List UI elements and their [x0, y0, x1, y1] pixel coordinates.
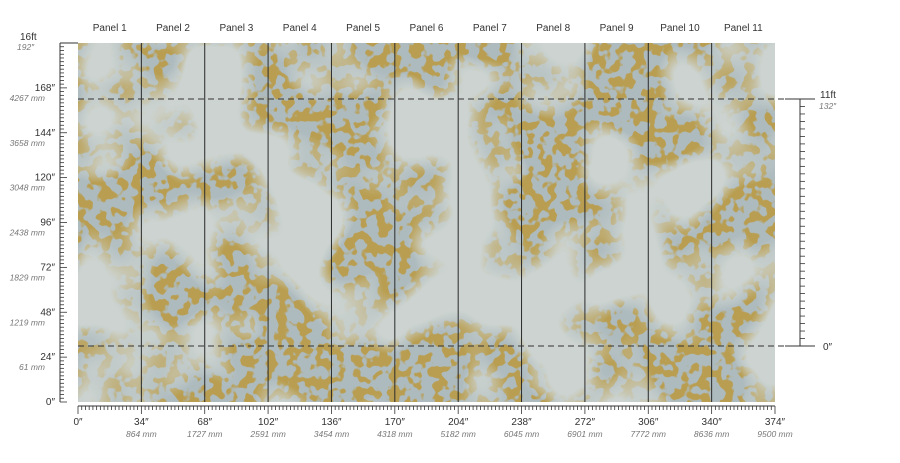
- bottom-tick-sub: 7772 mm: [631, 429, 666, 439]
- bottom-tick-label: 136″: [321, 417, 342, 428]
- left-tick-label: 24″: [40, 352, 55, 363]
- bottom-tick-label: 0″: [73, 417, 83, 428]
- panel-label: Panel 5: [346, 23, 380, 34]
- panel-label: Panel 3: [219, 23, 253, 34]
- left-tick-label: 48″: [40, 307, 55, 318]
- left-tick-sub: 4267 mm: [10, 93, 45, 103]
- left-tick-sub: 61 mm: [19, 362, 45, 372]
- bottom-tick-label: 204″: [448, 417, 469, 428]
- panel-label: Panel 6: [410, 23, 444, 34]
- right-top-sub: 132″: [819, 101, 837, 111]
- left-tick-label: 72″: [40, 262, 55, 273]
- panel-label: Panel 7: [473, 23, 507, 34]
- bottom-tick-label: 238″: [511, 417, 532, 428]
- left-tick-sub: 3048 mm: [10, 183, 45, 193]
- wallpaper-pattern: [78, 43, 775, 402]
- bottom-tick-label: 272″: [575, 417, 596, 428]
- left-tick-label: 0″: [46, 397, 56, 408]
- bottom-tick-sub: 5182 mm: [440, 429, 475, 439]
- panel-label: Panel 8: [536, 23, 570, 34]
- bottom-tick-sub: 9500 mm: [757, 429, 792, 439]
- left-top-sub: 192″: [17, 42, 35, 52]
- panel-label: Panel 11: [724, 23, 763, 34]
- bottom-tick-sub: 1727 mm: [187, 429, 222, 439]
- left-tick-sub: 2438 mm: [9, 228, 45, 238]
- left-top-label: 16ft: [20, 32, 37, 43]
- bottom-tick-sub: 6901 mm: [567, 429, 602, 439]
- panel-seams: [140, 43, 713, 402]
- bottom-tick-label: 306″: [638, 417, 659, 428]
- bottom-tick-label: 374″: [765, 417, 786, 428]
- left-tick-sub: 1829 mm: [10, 272, 45, 282]
- panel-label: Panel 10: [660, 23, 700, 34]
- bottom-tick-sub: 3454 mm: [314, 429, 349, 439]
- bottom-tick-sub: 864 mm: [126, 429, 157, 439]
- bottom-ruler: 0″ 34″864 mm 68″1727 mm 102″2591 mm 136″3454…: [73, 405, 793, 439]
- bottom-tick-sub: 6045 mm: [504, 429, 539, 439]
- left-tick-label: 168″: [35, 83, 56, 94]
- bottom-tick-label: 68″: [197, 417, 212, 428]
- panel-label: Panel 1: [93, 23, 127, 34]
- bottom-tick-sub: 8636 mm: [694, 429, 729, 439]
- right-bottom-label: 0″: [823, 342, 833, 353]
- panel-label: Panel 9: [600, 23, 634, 34]
- panel-label: Panel 2: [156, 23, 190, 34]
- right-top-label: 11ft: [820, 90, 836, 101]
- left-tick-sub: 1219 mm: [10, 317, 45, 327]
- left-tick-label: 144″: [35, 128, 56, 139]
- left-ruler: 16ft 192″ 168″4267 mm 144″3658 mm 120″3048…: [9, 32, 78, 408]
- wall-height-lines: [78, 98, 805, 347]
- bottom-tick-sub: 4318 mm: [377, 429, 412, 439]
- bottom-tick-label: 170″: [385, 417, 406, 428]
- bottom-tick-label: 102″: [258, 417, 279, 428]
- left-tick-label: 120″: [35, 173, 56, 184]
- bottom-tick-label: 340″: [702, 417, 723, 428]
- panel-label: Panel 4: [283, 23, 317, 34]
- bottom-tick-sub: 2591 mm: [249, 429, 285, 439]
- right-ruler: 11ft 132″ 0″: [785, 90, 837, 353]
- bottom-tick-label: 34″: [134, 417, 149, 428]
- panel-labels: Panel 1 Panel 2 Panel 3 Panel 4 Panel 5 Panel…: [93, 23, 763, 34]
- left-tick-sub: 3658 mm: [10, 138, 45, 148]
- left-tick-label: 96″: [40, 218, 55, 229]
